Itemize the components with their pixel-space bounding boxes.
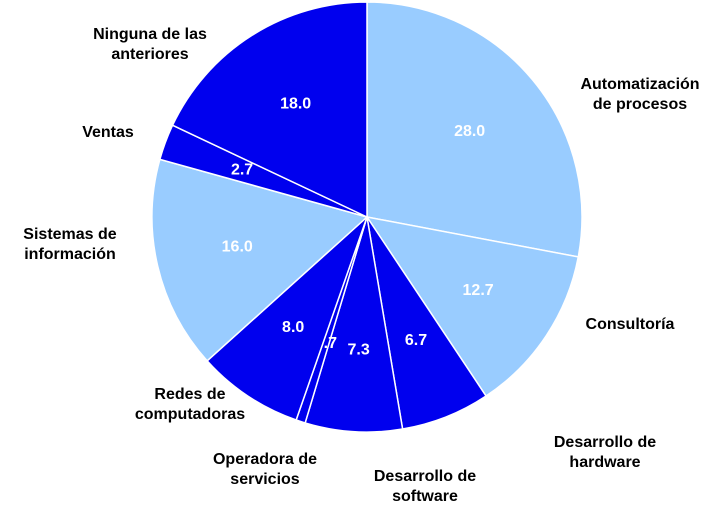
value-label: 6.7 [405,332,427,349]
category-label: Operadora de servicios [212,451,318,488]
category-label: Desarrollo de hardware [553,434,657,471]
pie-slice [151,158,369,362]
value-label: 28.0 [454,123,485,140]
value-label: 16.0 [222,239,253,256]
category-label: Desarrollo de software [373,468,477,505]
value-label: 18.0 [280,96,311,113]
category-label: Redes de computadoras [134,386,246,423]
category-label: Sistemas de información [23,226,117,263]
pie-slice [206,216,368,421]
category-label: Ninguna de las anteriores [93,26,207,63]
value-label: 7.3 [348,341,370,358]
value-label: 2.7 [231,162,253,179]
category-label: Automatización de procesos [580,76,700,113]
pie-slice [365,215,580,398]
pie-slice [366,1,583,258]
pie-slice [304,216,404,433]
category-label: Consultoría [585,316,675,333]
pie-slice [171,1,368,219]
value-label: 8.0 [282,319,304,336]
value-label: 12.7 [463,282,494,299]
category-label: Ventas [82,124,134,141]
